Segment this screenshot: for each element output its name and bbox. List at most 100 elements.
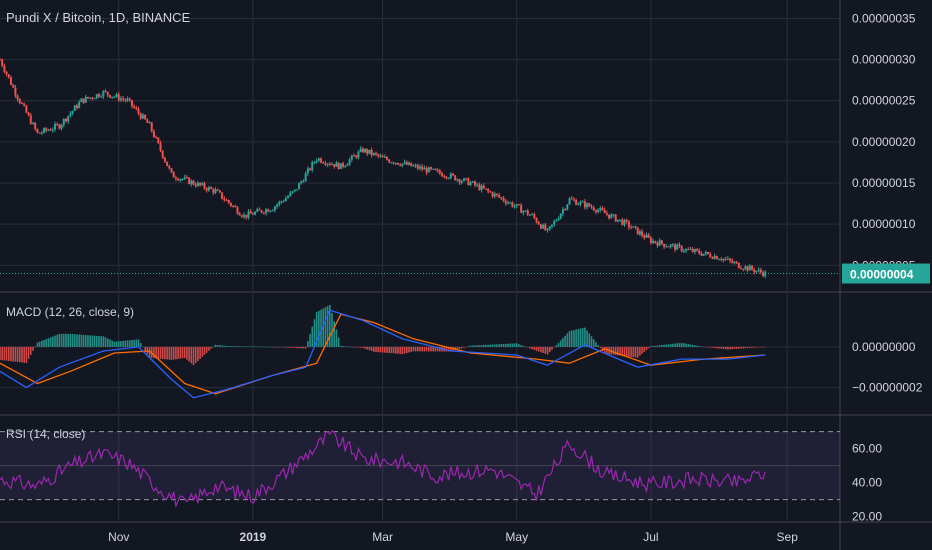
candle: [361, 146, 364, 154]
macd-histogram-bar: [47, 338, 50, 347]
candle: [652, 238, 655, 245]
candle-body: [669, 244, 672, 247]
macd-histogram-bar: [753, 346, 756, 348]
macd-histogram-bar: [10, 346, 12, 362]
candle-body: [102, 90, 105, 97]
macd-histogram-bar: [333, 321, 336, 347]
candle-body: [619, 219, 622, 221]
candle-body: [0, 59, 1, 61]
candle-body: [205, 188, 208, 191]
candle-body: [447, 178, 450, 180]
candle: [331, 162, 334, 166]
candle: [425, 166, 428, 176]
candle-body: [69, 113, 72, 116]
candle: [205, 187, 208, 193]
candle-body: [350, 155, 353, 160]
candle-body: [271, 210, 274, 212]
candle-body: [146, 119, 149, 123]
macd-histogram-bar: [238, 346, 241, 347]
candle-body: [605, 213, 608, 215]
rsi-pane[interactable]: [0, 430, 840, 509]
candle-body: [256, 209, 259, 212]
candle: [93, 97, 96, 100]
macd-histogram-bar: [676, 343, 679, 347]
macd-histogram-bar: [764, 346, 767, 348]
candle-body: [335, 162, 338, 167]
macd-histogram-bar: [56, 334, 58, 347]
candle-body: [753, 269, 756, 273]
candle-body: [152, 131, 155, 138]
candle-body: [707, 252, 710, 255]
candle: [454, 174, 457, 181]
candle-body: [649, 237, 652, 243]
candle-body: [207, 187, 210, 191]
candle: [588, 202, 591, 208]
macd-histogram-bar: [190, 346, 193, 364]
price-axis[interactable]: 0.00000035 0.00000030 0.00000025 0.00000020…: [842, 11, 930, 524]
candle: [348, 157, 351, 167]
candle: [462, 177, 465, 182]
macd-histogram-bar: [139, 343, 142, 347]
candle: [194, 182, 197, 188]
candle-body: [78, 102, 81, 108]
candle-body: [696, 249, 699, 251]
candle: [207, 185, 210, 192]
time-axis[interactable]: Nov 2019 Mar May Jul Sep: [108, 530, 798, 544]
candle: [181, 178, 184, 181]
candle: [170, 167, 173, 174]
macd-histogram-bar: [551, 346, 553, 350]
candle-body: [592, 207, 595, 211]
macd-histogram-bar: [197, 346, 199, 361]
candle-body: [229, 202, 232, 206]
candle-body: [309, 168, 312, 171]
candle-body: [495, 193, 498, 195]
rsi-tick-label: 20.00: [852, 510, 882, 524]
candle: [47, 128, 50, 132]
macd-pane[interactable]: [0, 304, 767, 399]
candle-body: [449, 173, 452, 179]
candle: [324, 160, 327, 167]
macd-histogram-bar: [289, 346, 292, 348]
macd-histogram-bar: [168, 346, 171, 360]
macd-histogram-bar: [58, 333, 61, 347]
macd-histogram-bar: [496, 344, 498, 347]
candle: [218, 189, 221, 194]
macd-histogram-bar: [45, 339, 47, 347]
candle-body: [333, 164, 336, 167]
macd-histogram-bar: [665, 344, 668, 347]
candle: [89, 97, 92, 100]
candle: [632, 226, 635, 228]
candle-body: [590, 206, 593, 208]
macd-histogram-bar: [62, 333, 65, 347]
candle-body: [280, 201, 283, 203]
candle: [434, 168, 437, 171]
macd-histogram-bar: [43, 339, 45, 347]
candle: [113, 95, 116, 99]
candle-body: [113, 96, 116, 98]
candle-body: [201, 183, 204, 185]
candle-body: [331, 164, 334, 166]
candle: [51, 127, 54, 133]
macd-histogram-bar: [186, 346, 188, 360]
candle: [392, 161, 395, 165]
last-price-label: 0.00000004: [850, 268, 914, 282]
candle-body: [137, 108, 140, 114]
price-pane[interactable]: [0, 58, 840, 279]
candle-body: [313, 162, 316, 164]
candle-body: [51, 129, 54, 131]
macd-histogram-bar: [100, 336, 102, 347]
candle: [64, 117, 67, 123]
candle: [394, 162, 397, 166]
candle: [432, 168, 435, 170]
candle-body: [557, 218, 560, 221]
candle-body: [225, 199, 228, 201]
candle: [357, 150, 360, 160]
candle-body: [159, 143, 162, 151]
macd-histogram-bar: [590, 336, 593, 347]
candle-body: [456, 179, 459, 181]
candle: [258, 207, 261, 211]
candle-body: [654, 240, 657, 243]
macd-histogram-bar: [498, 344, 500, 347]
macd-histogram-bar: [166, 346, 168, 360]
